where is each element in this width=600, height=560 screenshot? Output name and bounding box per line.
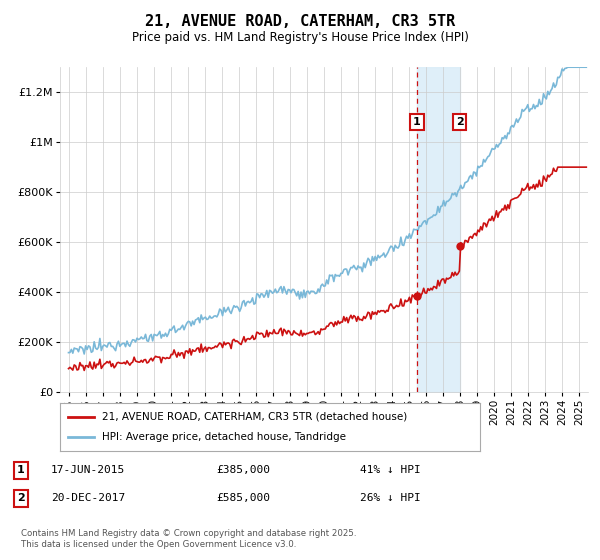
Text: Price paid vs. HM Land Registry's House Price Index (HPI): Price paid vs. HM Land Registry's House … (131, 31, 469, 44)
Text: 20-DEC-2017: 20-DEC-2017 (51, 493, 125, 503)
Text: 17-JUN-2015: 17-JUN-2015 (51, 465, 125, 475)
Text: 1: 1 (413, 117, 421, 127)
Text: 41% ↓ HPI: 41% ↓ HPI (360, 465, 421, 475)
Text: £385,000: £385,000 (216, 465, 270, 475)
Text: Contains HM Land Registry data © Crown copyright and database right 2025.
This d: Contains HM Land Registry data © Crown c… (21, 529, 356, 549)
Text: 21, AVENUE ROAD, CATERHAM, CR3 5TR: 21, AVENUE ROAD, CATERHAM, CR3 5TR (145, 14, 455, 29)
Text: 26% ↓ HPI: 26% ↓ HPI (360, 493, 421, 503)
Text: 2: 2 (456, 117, 464, 127)
Text: 2: 2 (17, 493, 25, 503)
Text: £585,000: £585,000 (216, 493, 270, 503)
Text: HPI: Average price, detached house, Tandridge: HPI: Average price, detached house, Tand… (102, 432, 346, 442)
Text: 1: 1 (17, 465, 25, 475)
Text: 21, AVENUE ROAD, CATERHAM, CR3 5TR (detached house): 21, AVENUE ROAD, CATERHAM, CR3 5TR (deta… (102, 412, 407, 422)
